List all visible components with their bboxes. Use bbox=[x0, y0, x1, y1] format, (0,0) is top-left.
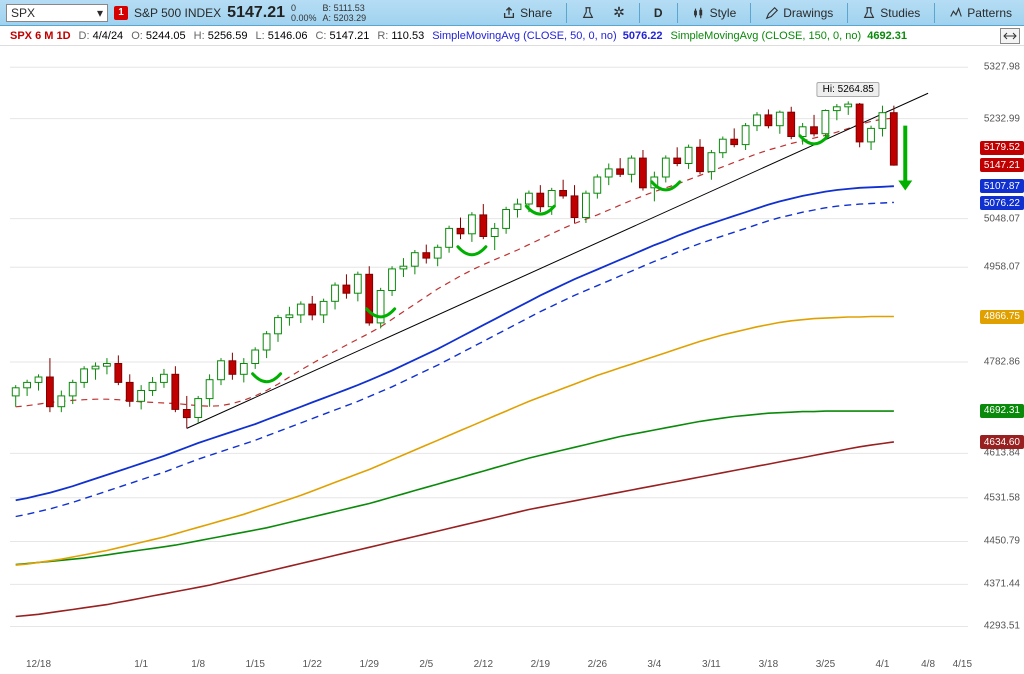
price-tag: 4692.31 bbox=[980, 404, 1024, 418]
studies-button[interactable]: Studies bbox=[856, 2, 926, 24]
bid-ask: B: 5111.53 A: 5203.29 bbox=[323, 3, 367, 23]
y-axis-label: 4613.84 bbox=[984, 448, 1020, 459]
x-axis-label: 4/8 bbox=[921, 659, 935, 670]
flask-button[interactable] bbox=[575, 2, 601, 24]
price-tag: 5179.52 bbox=[980, 141, 1024, 155]
x-axis-label: 3/25 bbox=[816, 659, 835, 670]
candlestick-icon bbox=[692, 6, 706, 20]
x-axis-label: 2/12 bbox=[474, 659, 493, 670]
x-axis-label: 4/1 bbox=[876, 659, 890, 670]
y-axis-label: 4450.79 bbox=[984, 536, 1020, 547]
x-axis-label: 1/22 bbox=[302, 659, 321, 670]
symbol-text: SPX bbox=[11, 6, 35, 20]
x-axis-label: 12/18 bbox=[26, 659, 51, 670]
legend-sma150: SimpleMovingAvg (CLOSE, 150, 0, no) 4692… bbox=[671, 30, 907, 42]
price-chart[interactable]: 5327.98 5232.99 5048.07 4958.07 4782.86 4613.… bbox=[0, 46, 1024, 674]
x-axis-label: 3/18 bbox=[759, 659, 778, 670]
price-tag: 4634.60 bbox=[980, 435, 1024, 449]
chevron-down-icon: ▾ bbox=[97, 6, 103, 20]
x-axis-label: 1/8 bbox=[191, 659, 205, 670]
price-tag: 4866.75 bbox=[980, 310, 1024, 324]
symbol-select[interactable]: SPX ▾ bbox=[6, 4, 108, 22]
price-tag: 5076.22 bbox=[980, 196, 1024, 210]
x-axis-label: 3/4 bbox=[647, 659, 661, 670]
flask-icon bbox=[581, 6, 595, 20]
price-tag: 5147.21 bbox=[980, 158, 1024, 172]
y-axis-label: 4531.58 bbox=[984, 492, 1020, 503]
share-button[interactable]: Share bbox=[496, 2, 558, 24]
pencil-icon bbox=[765, 6, 779, 20]
y-axis-label: 4958.07 bbox=[984, 262, 1020, 273]
last-price: 5147.21 bbox=[227, 4, 285, 22]
share-icon bbox=[502, 6, 516, 20]
settings-button[interactable]: ✲ bbox=[607, 2, 631, 24]
x-axis-label: 1/29 bbox=[360, 659, 379, 670]
pct-change: 0 0.00% bbox=[291, 3, 317, 23]
y-axis-label: 4293.51 bbox=[984, 621, 1020, 632]
y-axis-label: 4371.44 bbox=[984, 579, 1020, 590]
y-axis-label: 5048.07 bbox=[984, 213, 1020, 224]
y-axis-label: 5232.99 bbox=[984, 113, 1020, 124]
legend-row: SPX 6 M 1D D: 4/4/24 O: 5244.05 H: 5256.… bbox=[0, 26, 1024, 46]
period-button[interactable]: D bbox=[648, 2, 669, 24]
x-axis-label: 4/15 bbox=[953, 659, 972, 670]
link-badge[interactable]: 1 bbox=[114, 6, 128, 20]
gear-icon: ✲ bbox=[613, 4, 625, 21]
high-annotation: Hi: 5264.85 bbox=[817, 82, 880, 97]
expand-button[interactable] bbox=[1000, 28, 1020, 44]
patterns-button[interactable]: Patterns bbox=[943, 2, 1018, 24]
chart-canvas bbox=[0, 46, 1024, 674]
price-tag: 5107.87 bbox=[980, 179, 1024, 193]
x-axis-label: 3/11 bbox=[702, 659, 721, 670]
patterns-icon bbox=[949, 6, 963, 20]
toolbar: SPX ▾ 1 S&P 500 INDEX 5147.21 0 0.00% B:… bbox=[0, 0, 1024, 26]
x-axis-label: 1/15 bbox=[245, 659, 264, 670]
x-axis-label: 2/5 bbox=[419, 659, 433, 670]
legend-sma50: SimpleMovingAvg (CLOSE, 50, 0, no) 5076.… bbox=[432, 30, 662, 42]
legend-symbol: SPX 6 M 1D bbox=[10, 30, 71, 42]
expand-icon bbox=[1003, 31, 1017, 41]
x-axis-label: 1/1 bbox=[134, 659, 148, 670]
y-axis-label: 4782.86 bbox=[984, 356, 1020, 367]
x-axis-label: 2/19 bbox=[531, 659, 550, 670]
flask2-icon bbox=[862, 6, 876, 20]
y-axis-label: 5327.98 bbox=[984, 62, 1020, 73]
instrument-name: S&P 500 INDEX bbox=[134, 6, 221, 20]
drawings-button[interactable]: Drawings bbox=[759, 2, 839, 24]
style-button[interactable]: Style bbox=[686, 2, 743, 24]
x-axis-label: 2/26 bbox=[588, 659, 607, 670]
